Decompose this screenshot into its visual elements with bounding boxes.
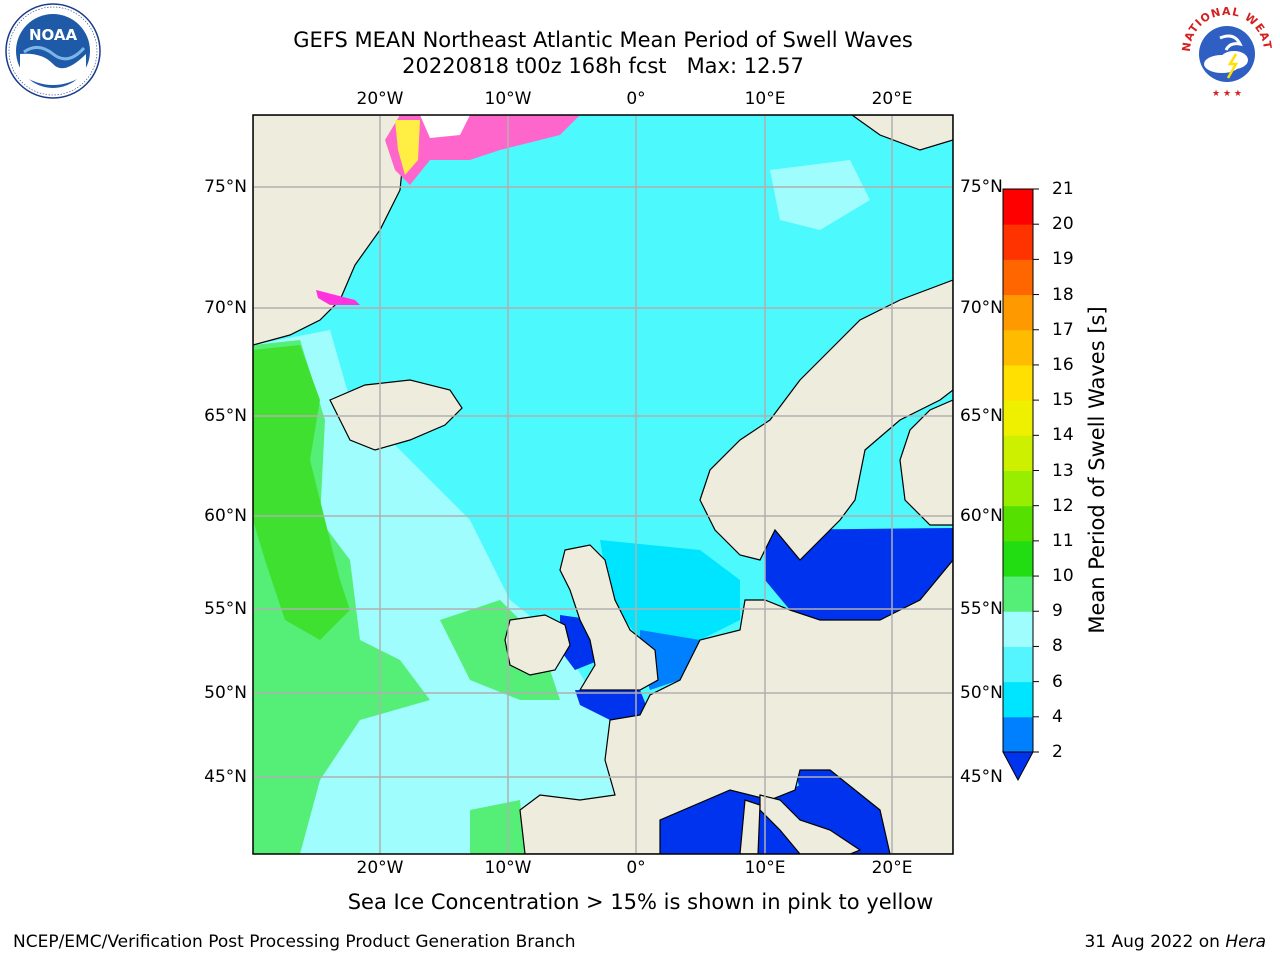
colorbar-tick-label: 17 [1052, 319, 1074, 340]
colorbar-segment [1003, 681, 1033, 718]
colorbar-tick-label: 4 [1052, 706, 1063, 727]
lat-label-right: 75°N [960, 177, 1003, 197]
lat-label-right: 60°N [960, 506, 1003, 526]
graticule [253, 115, 953, 854]
lon-label-bottom: 20°E [871, 858, 913, 878]
colorbar-tick-label: 18 [1052, 284, 1074, 305]
land-ireland [504, 614, 571, 676]
noaa-logo: NOAA [5, 3, 101, 99]
lat-label-right: 45°N [960, 767, 1003, 787]
credit-text: NCEP/EMC/Verification Post Processing Pr… [13, 932, 576, 952]
colorbar-tick-label: 20 [1052, 214, 1074, 235]
colorbar-segment [1003, 435, 1033, 471]
swell-zone-baltic [765, 528, 953, 620]
sea-ice-fast [395, 120, 420, 175]
noaa-logo-text: NOAA [29, 26, 78, 44]
lon-label-top: 0° [626, 89, 646, 109]
lat-label-left: 60°N [204, 506, 247, 526]
land-svalbard [850, 115, 953, 151]
colorbar-tick-label: 10 [1052, 566, 1074, 587]
colorbar-segment [1003, 400, 1033, 436]
land-scandinavia [699, 279, 953, 561]
colorbar-segment [1003, 364, 1033, 401]
colorbar-tick-label: 21 [1052, 179, 1074, 199]
colorbar-tick-label: 6 [1052, 671, 1063, 692]
colorbar-tick-label: 13 [1052, 460, 1074, 481]
lon-label-top: 10°E [744, 89, 786, 109]
map-frame [252, 114, 954, 855]
swell-zone-channel [575, 690, 650, 720]
nws-logo: NATIONAL WEATHER SERVICE ★ ★ ★ [1176, 2, 1274, 99]
colorbar-segment [1003, 540, 1033, 577]
lon-label-top: 20°E [871, 89, 913, 109]
colorbar-segment [1003, 189, 1033, 225]
colorbar-tick-label: 2 [1052, 742, 1063, 762]
colorbar-segment [1003, 329, 1033, 366]
lat-label-left: 70°N [204, 298, 247, 318]
map-panel [252, 114, 954, 855]
colorbar-tick-label: 14 [1052, 425, 1074, 446]
sea-ice-note: Sea Ice Concentration > 15% is shown in … [347, 890, 934, 914]
colorbar-segment [1003, 611, 1033, 647]
swell-zone-north-sea [600, 540, 740, 640]
lat-label-left: 65°N [204, 406, 247, 426]
date-value: 31 Aug 2022 on [1084, 932, 1220, 952]
colorbar-segment [1003, 505, 1033, 542]
colorbar-segment [1003, 294, 1033, 331]
land-great-britain [559, 544, 659, 691]
land-masses [253, 115, 953, 854]
land-corsica-sardinia [739, 799, 761, 854]
lon-label-bottom: 10°W [484, 858, 532, 878]
ice-free-white [420, 115, 470, 138]
sea-ice-fjord [316, 290, 360, 305]
lat-label-right: 50°N [960, 683, 1003, 703]
date-text: 31 Aug 2022 on Hera [1084, 932, 1266, 952]
svg-text:★ ★ ★: ★ ★ ★ [1212, 89, 1242, 99]
lon-label-top: 10°W [484, 89, 532, 109]
swell-zone-barents [770, 160, 870, 230]
lat-label-left: 45°N [204, 767, 247, 787]
lat-label-right: 70°N [960, 298, 1003, 318]
colorbar-tick-label: 16 [1052, 354, 1074, 375]
lat-label-left: 75°N [204, 177, 247, 197]
land-finland [899, 399, 953, 526]
colorbar-title: Mean Period of Swell Waves [s] [1085, 306, 1109, 634]
lon-label-bottom: 0° [626, 858, 646, 878]
chart-subtitle: 20220818 t00z 168h fcst Max: 12.57 [402, 54, 804, 78]
colorbar-tick-label: 19 [1052, 249, 1074, 270]
colorbar-segment [1003, 576, 1033, 612]
host-name: Hera [1225, 932, 1266, 952]
colorbar-tick-label: 15 [1052, 390, 1074, 411]
colorbar-extend-min [1002, 751, 1034, 782]
colorbar-segment [1003, 646, 1033, 683]
lon-label-top: 20°W [356, 89, 404, 109]
colorbar-segment [1003, 716, 1033, 753]
colorbar-tick-label: 8 [1052, 636, 1063, 657]
swell-zone-greenland-shelf [253, 345, 350, 640]
colorbar-tick-label: 9 [1052, 601, 1063, 622]
swell-zone-iberia-green [470, 800, 525, 854]
chart-title: GEFS MEAN Northeast Atlantic Mean Period… [293, 28, 913, 52]
land-continent [519, 559, 953, 854]
colorbar-segment [1003, 224, 1033, 260]
colorbar-tick-label: 12 [1052, 495, 1074, 516]
lat-label-left: 55°N [204, 599, 247, 619]
colorbar-tick-label: 11 [1052, 530, 1074, 551]
lat-label-left: 50°N [204, 683, 247, 703]
colorbar [1002, 188, 1039, 782]
lon-label-bottom: 20°W [356, 858, 404, 878]
land-italy [759, 794, 862, 854]
lon-label-bottom: 10°E [744, 858, 786, 878]
land-iceland [329, 379, 463, 451]
lat-label-right: 65°N [960, 406, 1003, 426]
colorbar-segment [1003, 259, 1033, 296]
swell-zone-adriatic [795, 770, 880, 835]
lat-label-right: 55°N [960, 599, 1003, 619]
colorbar-segment [1003, 470, 1033, 507]
